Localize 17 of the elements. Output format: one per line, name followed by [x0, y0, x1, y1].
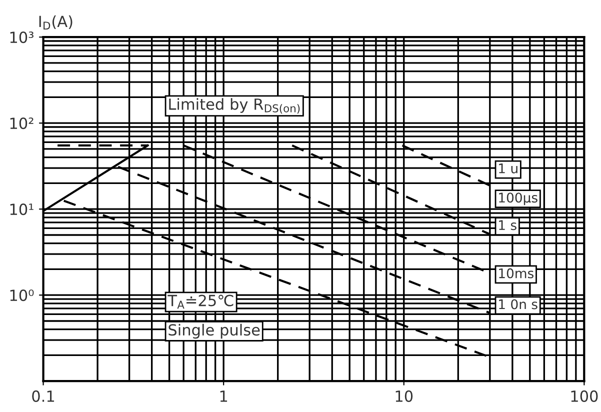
x-tick-label: 1 — [220, 390, 228, 402]
y-tick-label: 10³ — [10, 32, 34, 44]
y-tick-label: 10⁰ — [10, 290, 34, 302]
y-tick-label: 10² — [10, 118, 34, 130]
annotation: 1 0n s — [499, 299, 538, 310]
annotation: 10ms — [499, 268, 534, 278]
x-tick-label: 10 — [396, 390, 413, 402]
annotation: Single pulse — [168, 324, 260, 339]
annotation: 1 s — [499, 220, 516, 230]
x-tick-label: 0.1 — [32, 390, 54, 402]
annotation: 100μs — [499, 192, 538, 206]
y-tick-label: 10¹ — [10, 204, 34, 216]
annotation: 1 u — [499, 164, 518, 174]
annotation: T$_{A}$≐25℃ — [168, 294, 234, 309]
x-tick-label: 100 — [571, 390, 598, 402]
annotation: Limited by R$_{DS(on)}$ — [169, 98, 300, 114]
y-axis-title: I$_{D}$(A) — [39, 15, 72, 30]
